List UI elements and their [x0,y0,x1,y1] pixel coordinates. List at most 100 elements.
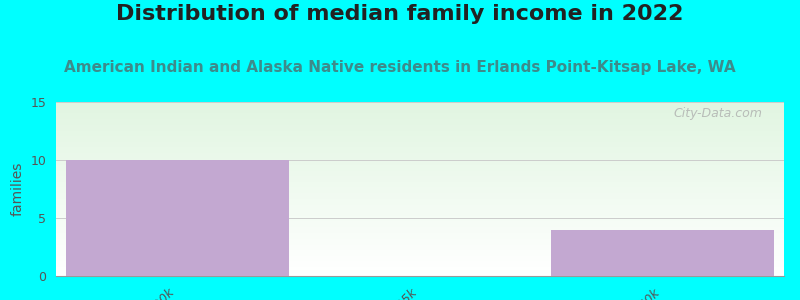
Bar [56,197,784,198]
Bar [56,139,784,140]
Bar [56,186,784,187]
Bar [56,275,784,276]
Bar [56,153,784,154]
Bar [56,212,784,213]
Bar [56,161,784,162]
Bar [56,183,784,184]
Bar [56,248,784,249]
Bar [56,164,784,165]
Bar [56,127,784,128]
Bar [56,175,784,176]
Bar [56,131,784,132]
Bar [56,177,784,178]
Bar [56,133,784,134]
Bar [56,264,784,265]
Bar [56,223,784,224]
Bar [56,192,784,193]
Bar [56,171,784,172]
Bar [56,102,784,103]
Bar [56,116,784,117]
Bar [56,109,784,110]
Bar [56,222,784,223]
Bar [56,252,784,253]
Bar [56,263,784,264]
Bar [56,142,784,143]
Bar [56,244,784,245]
Bar [56,217,784,218]
Bar [56,167,784,168]
Bar [56,141,784,142]
Bar [56,274,784,275]
Bar [56,169,784,170]
Bar [56,152,784,153]
Bar [56,226,784,227]
Bar [56,162,784,163]
Bar [56,195,784,196]
Bar [56,199,784,200]
Bar [56,130,784,131]
Bar [56,251,784,252]
Bar [56,210,784,211]
Bar [56,221,784,222]
Bar [56,249,784,250]
Bar [56,129,784,130]
Bar [56,156,784,157]
Bar [56,261,784,262]
Bar [56,239,784,240]
Bar [56,238,784,239]
Bar [56,117,784,118]
Bar [56,165,784,166]
Bar [56,224,784,225]
Bar [56,238,784,239]
Bar [56,106,784,107]
Bar [56,124,784,125]
Text: City-Data.com: City-Data.com [674,107,762,120]
Bar [56,230,784,231]
Bar [56,269,784,270]
Bar [56,103,784,104]
Bar [56,259,784,260]
Bar [56,166,784,167]
Bar [56,205,784,206]
Bar [56,234,784,235]
Bar [56,163,784,164]
Bar [56,225,784,226]
Bar [56,138,784,139]
Bar [56,187,784,188]
Bar [56,216,784,217]
Bar [56,111,784,112]
Bar [56,200,784,201]
Bar [56,180,784,181]
Bar [56,147,784,148]
Bar [56,179,784,180]
Bar [56,262,784,263]
Bar [56,155,784,156]
Bar [56,218,784,219]
Bar [56,193,784,194]
Bar [56,256,784,257]
Bar [56,268,784,269]
Bar [56,189,784,190]
Bar [56,146,784,147]
Bar [56,265,784,266]
Bar [56,159,784,160]
Bar [56,118,784,119]
Bar [56,185,784,186]
Bar [56,198,784,199]
Bar [56,247,784,248]
Bar [56,126,784,127]
Bar [56,140,784,141]
Bar [56,118,784,119]
Bar [56,176,784,177]
Bar [56,136,784,137]
Bar [551,230,774,276]
Bar [56,184,784,185]
Bar [56,158,784,159]
Bar [56,243,784,244]
Bar [56,105,784,106]
Bar [56,207,784,208]
Bar [56,194,784,195]
Bar [56,240,784,241]
Bar [56,157,784,158]
Bar [56,228,784,229]
